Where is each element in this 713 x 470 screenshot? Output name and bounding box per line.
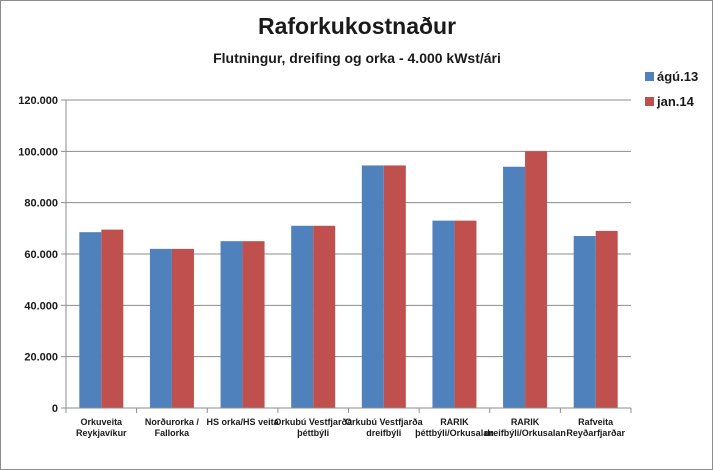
bar-aug13-1 xyxy=(149,248,172,408)
bar-aug13-3 xyxy=(291,225,314,408)
category-label: dreifbýli/Orkusalan xyxy=(484,428,566,438)
category-label: Orkubú Vestfjarða xyxy=(274,417,353,427)
bar-jan14-5 xyxy=(454,220,477,408)
bars xyxy=(79,151,618,409)
category-label: þéttbýli xyxy=(297,428,329,438)
bar-jan14-3 xyxy=(313,225,336,408)
category-label: Rafveita xyxy=(578,417,614,427)
bar-aug13-2 xyxy=(220,241,243,408)
legend-swatch xyxy=(645,97,654,106)
bar-aug13-5 xyxy=(432,220,455,408)
chart-subtitle: Flutningur, dreifing og orka - 4.000 kWs… xyxy=(213,50,501,66)
y-axis-ticks: 0 20.000 40.000 60.000 80.000 100.000 120.000 xyxy=(18,95,66,415)
y-tick-label: 40.000 xyxy=(24,300,58,312)
y-tick-label: 120.000 xyxy=(18,95,58,107)
bar-jan14-1 xyxy=(171,248,194,408)
legend: ágú.13 jan.14 xyxy=(645,69,698,109)
category-label: Orkuveita xyxy=(81,417,124,427)
bar-jan14-6 xyxy=(525,151,548,409)
bar-aug13-0 xyxy=(79,232,102,408)
category-label: HS orka/HS veita xyxy=(207,417,280,427)
category-label: Reykjavíkur xyxy=(76,428,127,438)
y-tick-label: 20.000 xyxy=(24,352,58,364)
bar-aug13-6 xyxy=(503,166,526,408)
category-label: Norðurorka / xyxy=(145,417,200,427)
category-label: Reyðarfjarðar xyxy=(566,428,625,438)
category-label: RARIK xyxy=(440,417,469,427)
legend-label: ágú.13 xyxy=(657,69,698,84)
bar-jan14-4 xyxy=(383,165,406,408)
category-label: RARIK xyxy=(511,417,540,427)
category-label: þéttbýli/Orkusalan xyxy=(415,428,494,438)
legend-label: jan.14 xyxy=(656,94,695,109)
chart-title: Raforkukostnaður xyxy=(258,13,456,39)
category-label: dreifbýli xyxy=(366,428,401,438)
y-tick-label: 80.000 xyxy=(24,198,58,210)
category-label: Orkubú Vestfjarða xyxy=(345,417,424,427)
bar-jan14-2 xyxy=(242,241,265,408)
legend-swatch xyxy=(645,72,654,81)
bar-jan14-0 xyxy=(101,229,124,408)
bar-aug13-4 xyxy=(361,165,384,408)
y-tick-label: 100.000 xyxy=(18,146,58,158)
bar-aug13-7 xyxy=(573,236,596,408)
y-tick-label: 0 xyxy=(52,403,58,415)
axes xyxy=(65,100,632,413)
category-label: Fallorka xyxy=(155,428,191,438)
y-tick-label: 60.000 xyxy=(24,249,58,261)
bar-jan14-7 xyxy=(595,230,618,408)
